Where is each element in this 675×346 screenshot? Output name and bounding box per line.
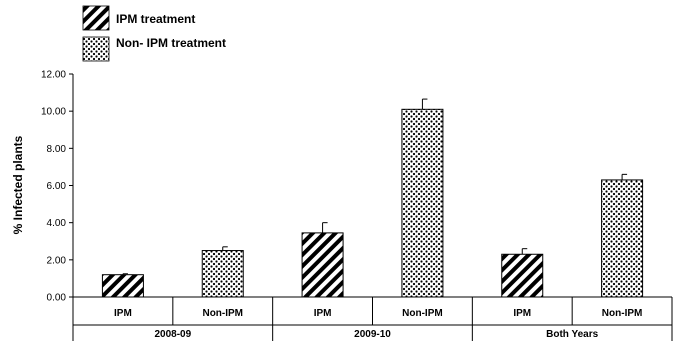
bar <box>601 179 644 298</box>
y-ticks: 0.00 2.00 4.00 6.00 8.00 10.00 12.00 <box>41 70 73 304</box>
group-labels: 2008-09 2009-10 Both Years <box>154 329 598 340</box>
x-group-label: 2008-09 <box>154 329 191 340</box>
y-tick-label: 8.00 <box>47 144 67 155</box>
bar <box>401 108 444 298</box>
y-tick-label: 6.00 <box>47 181 67 192</box>
y-tick-label: 10.00 <box>41 107 66 118</box>
y-tick-label: 2.00 <box>47 255 67 266</box>
legend-swatch-non-ipm <box>82 36 110 62</box>
x-category-label: IPM <box>314 308 332 319</box>
x-group-label: Both Years <box>546 329 598 340</box>
legend-swatch-ipm <box>82 5 110 31</box>
legend: IPM treatment Non- IPM treatment <box>82 5 226 62</box>
bar <box>301 232 344 298</box>
y-tick-label: 4.00 <box>47 218 67 229</box>
legend-label-non-ipm: Non- IPM treatment <box>116 36 226 50</box>
bar <box>101 274 144 298</box>
bar <box>501 253 544 298</box>
y-axis-label: % Infected plants <box>11 135 25 234</box>
x-group-label: 2009-10 <box>354 329 391 340</box>
bar <box>201 250 244 298</box>
x-category-label: Non-IPM <box>402 308 443 319</box>
x-ticks <box>72 297 673 341</box>
legend-label-ipm: IPM treatment <box>116 12 195 26</box>
x-category-label: Non-IPM <box>602 308 643 319</box>
x-category-label: Non-IPM <box>202 308 243 319</box>
y-tick-label: 12.00 <box>41 70 66 81</box>
x-category-label: IPM <box>513 308 531 319</box>
category-labels: IPM Non-IPM IPM Non-IPM IPM Non-IPM <box>114 308 642 319</box>
bars <box>101 98 644 298</box>
x-category-label: IPM <box>114 308 132 319</box>
y-tick-label: 0.00 <box>47 293 67 304</box>
